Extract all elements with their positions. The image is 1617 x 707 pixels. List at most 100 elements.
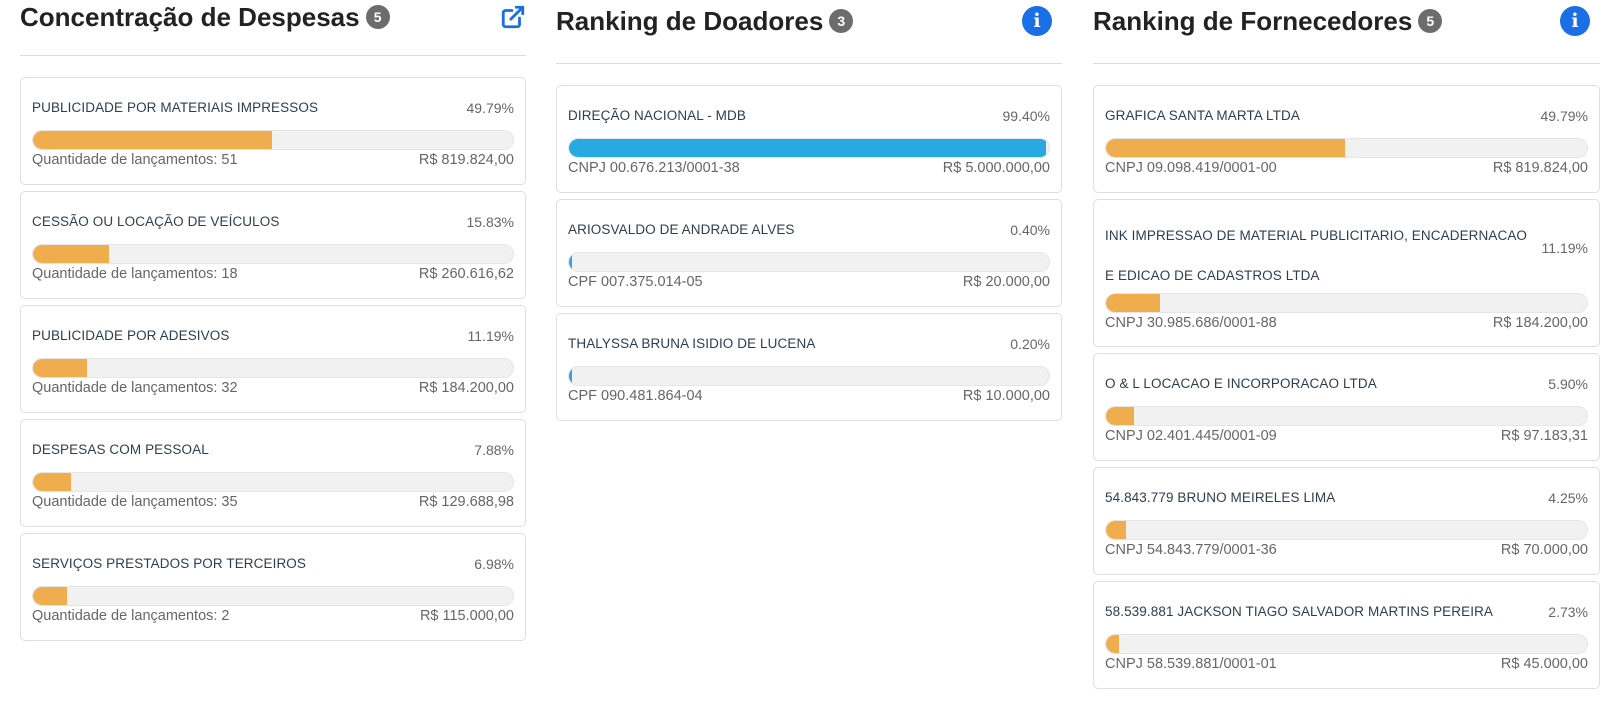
progress-bar — [32, 472, 514, 492]
item-amount: R$ 819.824,00 — [1492, 160, 1588, 176]
progress-bar — [568, 252, 1050, 272]
fornecedores-card: 54.843.779 BRUNO MEIRELES LIMA 4.25% CNPJ … — [1093, 467, 1600, 575]
item-percentage: 6.98% — [474, 556, 514, 572]
progress-bar — [1105, 138, 1588, 158]
card-footer: CNPJ 54.843.779/0001-36 R$ 70.000,00 — [1105, 540, 1588, 558]
card-footer: Quantidade de lançamentos: 35 R$ 129.688,… — [32, 492, 514, 510]
fornecedores-header: Ranking de Fornecedores 5 i — [1093, 0, 1600, 64]
progress-bar — [1105, 634, 1588, 654]
card-header: CESSÃO OU LOCAÇÃO DE VEÍCULOS 15.83% — [32, 192, 514, 244]
item-percentage: 11.19% — [467, 328, 514, 344]
card-header: DIREÇÃO NACIONAL - MDB 99.40% — [568, 86, 1050, 138]
item-amount: R$ 10.000,00 — [962, 388, 1050, 404]
card-footer: CNPJ 02.401.445/0001-09 R$ 97.183,31 — [1105, 426, 1588, 444]
item-amount: R$ 184.200,00 — [418, 380, 514, 396]
progress-bar — [568, 366, 1050, 386]
fornecedores-title: Ranking de Fornecedores 5 — [1093, 6, 1443, 37]
doadores-card: THALYSSA BRUNA ISIDIO DE LUCENA 0.20% CPF … — [556, 313, 1062, 421]
item-amount: R$ 97.183,31 — [1500, 428, 1588, 444]
progress-bar-fill — [1106, 521, 1127, 539]
item-amount: R$ 5.000.000,00 — [942, 160, 1050, 176]
item-detail: CNPJ 02.401.445/0001-09 — [1105, 428, 1277, 444]
info-icon[interactable]: i — [1560, 6, 1590, 36]
item-percentage: 5.90% — [1548, 376, 1588, 392]
despesas-card: DESPESAS COM PESSOAL 7.88% Quantidade de l… — [20, 419, 526, 527]
item-amount: R$ 260.616,62 — [418, 266, 514, 282]
fornecedores-card: 58.539.881 JACKSON TIAGO SALVADOR MARTIN… — [1093, 581, 1600, 689]
item-percentage: 4.25% — [1548, 490, 1588, 506]
item-detail: CPF 007.375.014-05 — [568, 274, 703, 290]
item-amount: R$ 819.824,00 — [418, 152, 514, 168]
progress-bar-fill — [33, 245, 109, 263]
card-footer: CNPJ 30.985.686/0001-88 R$ 184.200,00 — [1105, 313, 1588, 331]
info-icon[interactable]: i — [1022, 6, 1052, 36]
doadores-header: Ranking de Doadores 3 i — [556, 0, 1062, 64]
item-name: PUBLICIDADE POR MATERIAIS IMPRESSOS — [32, 100, 319, 115]
despesas-list: PUBLICIDADE POR MATERIAIS IMPRESSOS 49.79… — [20, 77, 526, 641]
card-header: 54.843.779 BRUNO MEIRELES LIMA 4.25% — [1105, 468, 1588, 520]
item-detail: Quantidade de lançamentos: 32 — [32, 380, 238, 396]
item-amount: R$ 129.688,98 — [418, 494, 514, 510]
progress-bar — [32, 244, 514, 264]
progress-bar — [568, 138, 1050, 158]
progress-bar-fill — [33, 473, 71, 491]
item-detail: Quantidade de lançamentos: 35 — [32, 494, 238, 510]
card-header: PUBLICIDADE POR MATERIAIS IMPRESSOS 49.79… — [32, 78, 514, 130]
progress-bar — [32, 130, 514, 150]
doadores-title-text: Ranking de Doadores — [556, 6, 824, 36]
despesas-count-badge: 5 — [365, 5, 390, 30]
card-footer: CPF 090.481.864-04 R$ 10.000,00 — [568, 386, 1050, 404]
card-footer: Quantidade de lançamentos: 2 R$ 115.000,0… — [32, 606, 514, 624]
progress-bar — [32, 358, 514, 378]
item-name: DESPESAS COM PESSOAL — [32, 442, 209, 457]
progress-bar — [1105, 520, 1588, 540]
despesas-card: PUBLICIDADE POR ADESIVOS 11.19% Quantidade… — [20, 305, 526, 413]
item-name: SERVIÇOS PRESTADOS POR TERCEIROS — [32, 556, 307, 571]
progress-bar-fill — [569, 139, 1047, 157]
fornecedores-count-badge: 5 — [1418, 9, 1443, 34]
item-name: GRAFICA SANTA MARTA LTDA — [1105, 108, 1300, 123]
despesas-header: Concentração de Despesas 5 — [20, 0, 526, 56]
progress-bar-fill — [1106, 407, 1135, 425]
item-name: CESSÃO OU LOCAÇÃO DE VEÍCULOS — [32, 214, 280, 229]
item-detail: CNPJ 58.539.881/0001-01 — [1105, 656, 1277, 672]
progress-bar-fill — [1106, 139, 1346, 157]
item-detail: CNPJ 00.676.213/0001-38 — [568, 160, 740, 176]
progress-bar — [1105, 406, 1588, 426]
despesas-title-text: Concentração de Despesas — [20, 2, 360, 32]
item-detail: Quantidade de lançamentos: 2 — [32, 608, 230, 624]
item-percentage: 49.79% — [1540, 108, 1588, 124]
progress-bar-fill — [33, 359, 87, 377]
fornecedores-card: INK IMPRESSAO DE MATERIAL PUBLICITARIO, … — [1093, 199, 1600, 347]
doadores-panel: Ranking de Doadores 3 i DIREÇÃO NACIONAL … — [556, 0, 1062, 427]
card-header: SERVIÇOS PRESTADOS POR TERCEIROS 6.98% — [32, 534, 514, 586]
fornecedores-card: O & L LOCACAO E INCORPORACAO LTDA 5.90% CN… — [1093, 353, 1600, 461]
item-name: ARIOSVALDO DE ANDRADE ALVES — [568, 222, 795, 237]
card-header: O & L LOCACAO E INCORPORACAO LTDA 5.90% — [1105, 354, 1588, 406]
progress-bar-fill — [33, 587, 67, 605]
doadores-count-badge: 3 — [829, 9, 854, 34]
card-footer: Quantidade de lançamentos: 51 R$ 819.824,… — [32, 150, 514, 168]
doadores-list: DIREÇÃO NACIONAL - MDB 99.40% CNPJ 00.676.… — [556, 85, 1062, 421]
card-footer: CNPJ 09.098.419/0001-00 R$ 819.824,00 — [1105, 158, 1588, 176]
item-percentage: 0.20% — [1010, 336, 1050, 352]
card-header: GRAFICA SANTA MARTA LTDA 49.79% — [1105, 86, 1588, 138]
item-amount: R$ 115.000,00 — [419, 608, 514, 624]
card-header: 58.539.881 JACKSON TIAGO SALVADOR MARTIN… — [1105, 582, 1588, 634]
item-name: INK IMPRESSAO DE MATERIAL PUBLICITARIO, … — [1105, 228, 1528, 283]
item-percentage: 99.40% — [1002, 108, 1050, 124]
item-name: DIREÇÃO NACIONAL - MDB — [568, 108, 746, 123]
progress-bar-fill — [33, 131, 272, 149]
card-header: PUBLICIDADE POR ADESIVOS 11.19% — [32, 306, 514, 358]
external-link-icon[interactable] — [500, 4, 526, 30]
item-percentage: 11.19% — [1541, 240, 1588, 256]
progress-bar — [1105, 293, 1588, 313]
item-amount: R$ 184.200,00 — [1492, 315, 1588, 331]
card-footer: CNPJ 58.539.881/0001-01 R$ 45.000,00 — [1105, 654, 1588, 672]
item-amount: R$ 20.000,00 — [962, 274, 1050, 290]
card-footer: CPF 007.375.014-05 R$ 20.000,00 — [568, 272, 1050, 290]
doadores-card: ARIOSVALDO DE ANDRADE ALVES 0.40% CPF 007.… — [556, 199, 1062, 307]
card-header: THALYSSA BRUNA ISIDIO DE LUCENA 0.20% — [568, 314, 1050, 366]
item-name: 58.539.881 JACKSON TIAGO SALVADOR MARTIN… — [1105, 604, 1494, 619]
doadores-title: Ranking de Doadores 3 — [556, 6, 854, 37]
